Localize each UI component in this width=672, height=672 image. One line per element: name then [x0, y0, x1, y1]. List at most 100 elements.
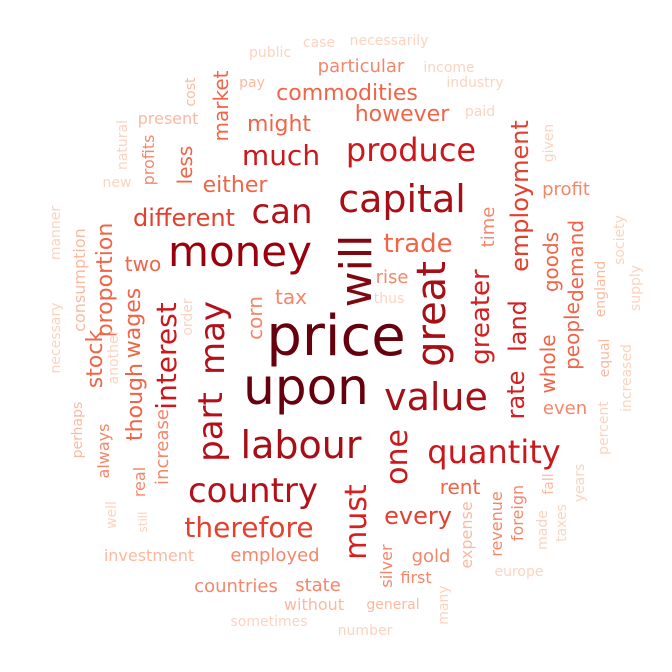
- word-first: first: [400, 568, 432, 587]
- word-given: given: [541, 123, 557, 163]
- word-increase: increase: [152, 409, 173, 485]
- word-must: must: [339, 484, 374, 560]
- word-wages: wages: [121, 287, 146, 359]
- word-trade: trade: [383, 229, 453, 259]
- word-society: society: [612, 215, 628, 265]
- word-new: new: [102, 175, 132, 191]
- word-countries: countries: [194, 576, 278, 597]
- word-labour: labour: [240, 423, 362, 467]
- word-upon: upon: [243, 358, 369, 416]
- word-less: less: [173, 145, 197, 185]
- word-silver: silver: [377, 544, 396, 588]
- word-market: market: [209, 70, 233, 142]
- word-will: will: [331, 234, 382, 308]
- word-state: state: [295, 575, 341, 596]
- word-two: two: [124, 252, 162, 276]
- word-commodities: commodities: [276, 81, 418, 106]
- word-many: many: [436, 585, 452, 625]
- word-equal: equal: [597, 338, 613, 378]
- word-without: without: [283, 595, 345, 614]
- word-years: years: [572, 463, 588, 503]
- word-rate: rate: [502, 370, 530, 420]
- word-land: land: [504, 300, 532, 352]
- word-produce: produce: [345, 131, 477, 169]
- word-might: might: [246, 112, 312, 137]
- word-england: england: [593, 260, 609, 318]
- word-industry: industry: [446, 75, 504, 91]
- word-general: general: [366, 597, 420, 613]
- word-corn: corn: [243, 296, 267, 340]
- word-europe: europe: [494, 564, 544, 580]
- word-supply: supply: [628, 264, 644, 312]
- word-profit: profit: [542, 179, 590, 200]
- word-fall: fall: [541, 473, 557, 495]
- word-thus: thus: [373, 291, 405, 307]
- word-necessarily: necessarily: [349, 33, 429, 49]
- word-great: great: [409, 261, 455, 367]
- word-manner: manner: [48, 205, 64, 261]
- word-though: though: [123, 363, 148, 441]
- word-every: every: [384, 502, 452, 530]
- word-real: real: [130, 466, 149, 498]
- word-value: value: [384, 375, 488, 419]
- word-rise: rise: [375, 267, 409, 288]
- word-revenue: revenue: [487, 491, 506, 557]
- word-country: country: [187, 471, 319, 511]
- word-sometimes: sometimes: [230, 614, 308, 630]
- word-capital: capital: [338, 177, 466, 221]
- word-still: still: [136, 511, 150, 533]
- word-employed: employed: [230, 545, 320, 566]
- word-consumption: consumption: [70, 228, 89, 332]
- word-proportion: proportion: [93, 222, 118, 338]
- word-one: one: [380, 429, 415, 485]
- word-number: number: [337, 623, 393, 639]
- word-public: public: [248, 45, 292, 61]
- word-foreign: foreign: [508, 484, 527, 542]
- word-profits: profits: [139, 134, 158, 186]
- word-stock: stock: [83, 329, 108, 389]
- word-expense: expense: [457, 501, 476, 569]
- word-case: case: [302, 35, 336, 51]
- word-natural: natural: [115, 119, 131, 171]
- word-increased: increased: [619, 344, 635, 412]
- word-part: part: [191, 392, 231, 462]
- word-time: time: [478, 206, 499, 248]
- word-demand: demand: [564, 219, 588, 303]
- word-may: may: [193, 300, 233, 376]
- word-perhaps: perhaps: [70, 401, 86, 459]
- word-paid: paid: [464, 104, 496, 120]
- word-therefore: therefore: [184, 511, 314, 544]
- word-taxes: taxes: [554, 504, 570, 542]
- word-people: people: [560, 302, 584, 370]
- word-greater: greater: [466, 269, 496, 365]
- word-income: income: [423, 60, 475, 76]
- word-interest: interest: [150, 302, 183, 410]
- word-whole: whole: [536, 334, 560, 394]
- word-another: another: [106, 329, 122, 385]
- word-quantity: quantity: [427, 433, 561, 471]
- word-much: much: [241, 139, 321, 172]
- word-however: however: [354, 102, 450, 127]
- word-pay: pay: [239, 75, 265, 91]
- word-cost: cost: [183, 77, 199, 107]
- word-order: order: [180, 298, 196, 336]
- word-money: money: [168, 227, 312, 276]
- word-rent: rent: [439, 475, 481, 499]
- word-even: even: [542, 398, 588, 419]
- word-always: always: [94, 423, 113, 479]
- word-percent: percent: [596, 401, 612, 455]
- word-price: price: [266, 304, 406, 369]
- word-can: can: [251, 192, 313, 232]
- word-employment: employment: [506, 120, 534, 272]
- word-investment: investment: [103, 546, 195, 565]
- word-well: well: [104, 501, 120, 529]
- word-particular: particular: [317, 56, 405, 77]
- word-present: present: [137, 109, 199, 128]
- word-tax: tax: [275, 285, 307, 309]
- word-goods: goods: [539, 231, 563, 293]
- word-either: either: [202, 173, 268, 198]
- word-gold: gold: [411, 546, 451, 567]
- word-necessary: necessary: [48, 302, 64, 374]
- word-made: made: [535, 510, 551, 550]
